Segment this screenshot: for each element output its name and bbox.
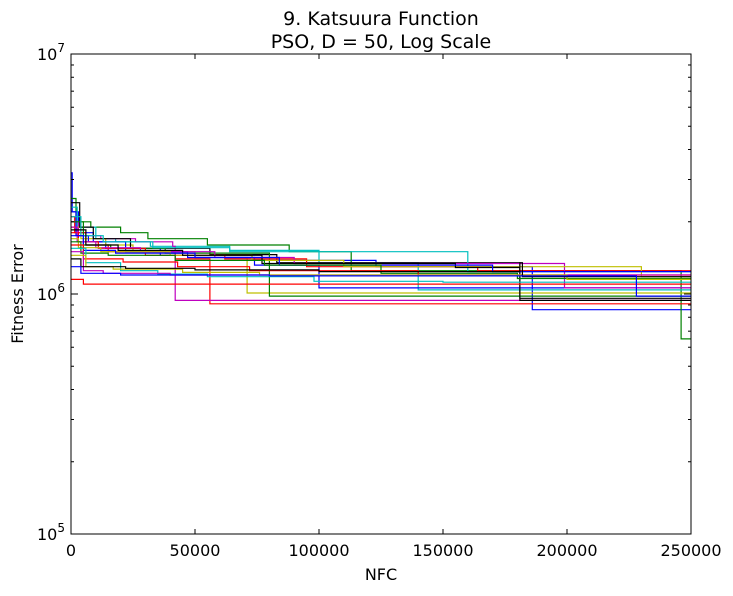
series-line-14 xyxy=(71,229,691,301)
x-tick-label: 50000 xyxy=(170,541,221,560)
series-line-6 xyxy=(71,226,691,294)
chart-subtitle: PSO, D = 50, Log Scale xyxy=(271,31,492,53)
series-line-3 xyxy=(71,216,691,305)
y-tick-label: 106 xyxy=(37,281,65,304)
x-axis: 0 50000 100000 150000 200000 250000 xyxy=(66,54,722,560)
series-layer xyxy=(71,172,691,340)
series-line-18 xyxy=(71,247,691,283)
plot-frame xyxy=(70,53,692,535)
y-tick-label: 105 xyxy=(37,521,65,544)
x-tick-label: 150000 xyxy=(412,541,473,560)
x-tick-label: 0 xyxy=(66,541,76,560)
x-axis-label: NFC xyxy=(365,565,397,584)
x-tick-label: 100000 xyxy=(288,541,349,560)
y-tick-label: 107 xyxy=(37,41,65,64)
x-tick-label: 200000 xyxy=(536,541,597,560)
series-line-22 xyxy=(71,278,691,285)
series-line-5 xyxy=(71,221,691,301)
series-line-11 xyxy=(71,216,691,273)
series-line-9 xyxy=(71,221,691,297)
y-axis-label: Fitness Error xyxy=(8,244,27,344)
series-line-21 xyxy=(71,258,691,278)
x-tick-label: 250000 xyxy=(660,541,721,560)
series-line-23 xyxy=(71,266,691,297)
y-axis: 105 106 107 xyxy=(37,41,691,544)
chart-title: 9. Katsuura Function xyxy=(283,8,479,30)
